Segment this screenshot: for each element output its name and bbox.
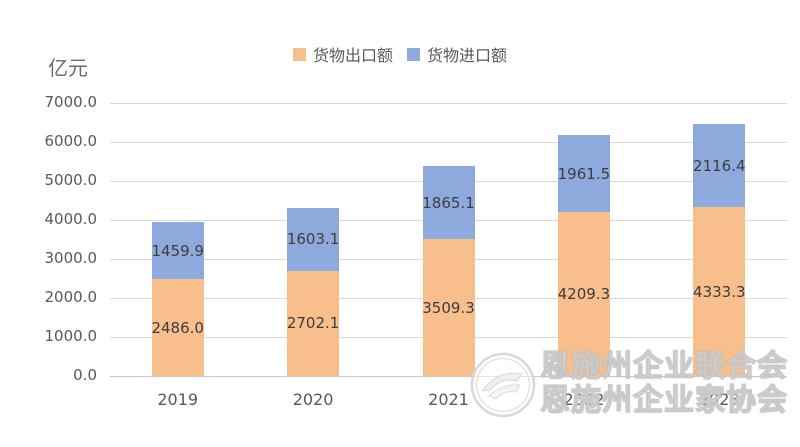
data-label-2022-import: 1961.5 xyxy=(557,164,611,183)
legend-swatch-export-icon xyxy=(292,47,306,61)
gridline-6000 xyxy=(110,142,787,143)
y-axis-tick-1000: 1000.0 xyxy=(44,327,98,345)
y-axis-tick-3000: 3000.0 xyxy=(44,249,98,267)
legend-swatch-import-icon xyxy=(407,47,420,61)
bar-2021-segment-import: 1865.1 xyxy=(422,166,475,240)
legend-label-import: 货物进口额 xyxy=(427,46,508,65)
y-axis-tick-0: 0.0 xyxy=(73,366,97,384)
gridline-0 xyxy=(110,376,787,377)
data-label-2023-import: 2116.4 xyxy=(693,156,746,175)
data-label-2019-export: 2486.0 xyxy=(151,318,204,337)
legend-label-export: 货物出口额 xyxy=(312,46,393,65)
y-axis-tick-7000: 7000.0 xyxy=(44,93,98,111)
bar-2021-segment-export: 3509.3 xyxy=(422,239,475,376)
bar-2022-segment-export: 4209.3 xyxy=(557,211,611,376)
plot-area: 2486.0 1459.9 2702.1 1603.1 3509.3 1865.1 4209… xyxy=(110,103,787,377)
x-axis-tick-2019: 2019 xyxy=(157,390,199,409)
data-label-2020-import: 1603.1 xyxy=(286,230,340,249)
legend-item-export: 货物出口额 xyxy=(292,42,393,66)
data-label-2021-import: 1865.1 xyxy=(422,193,475,212)
legend: 货物出口额 货物进口额 xyxy=(0,42,800,66)
data-label-2023-export: 4333.3 xyxy=(693,282,746,301)
bar-2023-segment-export: 4333.3 xyxy=(693,207,746,376)
gridline-7000 xyxy=(110,103,787,104)
bar-2023-segment-import: 2116.4 xyxy=(693,124,746,208)
y-axis-tick-4000: 4000.0 xyxy=(44,210,98,228)
x-axis-tick-2020: 2020 xyxy=(292,390,334,409)
y-axis-unit-label: 亿元 xyxy=(48,56,88,80)
y-axis-tick-6000: 6000.0 xyxy=(44,132,98,150)
y-axis-tick-2000: 2000.0 xyxy=(44,288,98,306)
data-label-2020-export: 2702.1 xyxy=(286,314,340,333)
legend-item-import: 货物进口额 xyxy=(407,42,507,66)
bar-2020-segment-import: 1603.1 xyxy=(287,208,339,271)
bar-2022-segment-import: 1961.5 xyxy=(557,135,611,212)
data-label-2019-import: 1459.9 xyxy=(151,241,204,260)
bar-2019-segment-import: 1459.9 xyxy=(151,222,204,280)
x-axis-tick-2023: 2023 xyxy=(698,390,740,409)
x-axis-tick-2021: 2021 xyxy=(428,390,469,409)
x-axis-tick-2022: 2022 xyxy=(563,390,605,409)
data-label-2021-export: 3509.3 xyxy=(422,298,475,317)
data-label-2022-export: 4209.3 xyxy=(557,284,611,303)
bar-2019-segment-export: 2486.0 xyxy=(151,279,204,376)
bar-2020-segment-export: 2702.1 xyxy=(286,270,340,376)
y-axis-tick-5000: 5000.0 xyxy=(44,171,98,189)
